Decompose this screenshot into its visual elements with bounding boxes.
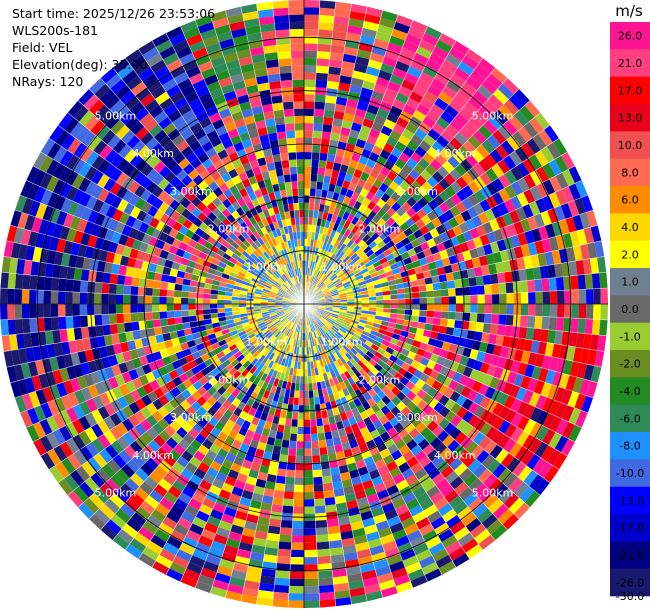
colorbar-tick-label: -21.0	[616, 549, 644, 562]
range-ring-label: 3.00km	[170, 411, 212, 424]
range-ring-label: 1.00km	[321, 336, 363, 349]
colorbar-cell	[610, 104, 650, 132]
colorbar-tick-label: 2.0	[621, 248, 639, 261]
colorbar-cells	[610, 22, 650, 597]
colorbar-tick-label: 6.0	[621, 194, 639, 207]
colorbar-cell	[610, 213, 650, 241]
colorbar-tick-label: 10.0	[618, 139, 643, 152]
range-ring-label: 5.00km	[472, 487, 514, 500]
colorbar-ticks: 26.0 21.0 17.0 13.0 10.0 8.0 6.0 4.0 2.0 1.0 0.0 -1…	[616, 30, 644, 603]
colorbar-cell	[610, 49, 650, 77]
colorbar-tick-label: 26.0	[618, 30, 643, 43]
colorbar-cell	[610, 158, 650, 187]
colorbar-tick-label: 8.0	[621, 166, 639, 179]
colorbar-tick-label: 21.0	[618, 57, 643, 70]
range-ring-label: 4.00km	[132, 147, 174, 160]
field-label: Field: VEL	[12, 40, 73, 55]
colorbar-tick-label: -13.0	[616, 494, 644, 507]
colorbar-cell	[610, 186, 650, 214]
nrays-label: NRays: 120	[12, 74, 84, 89]
colorbar-cell	[610, 486, 650, 515]
range-ring-label: 4.00km	[434, 147, 476, 160]
range-ring-label: 4.00km	[434, 449, 476, 462]
range-ring-label: 5.00km	[472, 109, 514, 122]
colorbar-cell	[610, 377, 650, 405]
colorbar-tick-label: -8.0	[619, 440, 640, 453]
range-ring-label: 1.00km	[246, 336, 288, 349]
colorbar-cell	[610, 295, 650, 323]
colorbar-cell	[610, 514, 650, 542]
range-ring-label: 2.00km	[359, 223, 401, 236]
colorbar-tick-label: -10.0	[616, 467, 644, 480]
colorbar-cell	[610, 432, 650, 460]
range-ring-label: 3.00km	[396, 411, 438, 424]
colorbar-tick-label: 0.0	[621, 303, 639, 316]
range-ring-label: 1.00km	[321, 260, 363, 273]
start-time-label: Start time: 2025/12/26 23:53:06	[12, 6, 216, 21]
colorbar-tick-label: -26.0	[616, 576, 644, 589]
colorbar-tick-label: 17.0	[618, 84, 643, 97]
colorbar-tick-label: 1.0	[621, 276, 639, 289]
colorbar-cell	[610, 131, 650, 159]
colorbar: m/s 26.0 21.0 17.0 13.0 10.0 8.0 6.0 4.0 2.0 1.0 0…	[610, 2, 650, 603]
colorbar-cell	[610, 404, 650, 433]
colorbar-tick-label: -17.0	[616, 522, 644, 535]
colorbar-tick-label: 13.0	[618, 112, 643, 125]
scan-info: Start time: 2025/12/26 23:53:06 WLS200s-…	[12, 5, 215, 90]
colorbar-cell	[610, 76, 650, 105]
velocity-gates	[0, 0, 608, 608]
colorbar-cell	[610, 459, 650, 487]
colorbar-tick-label: -2.0	[619, 358, 640, 371]
range-ring-label: 4.00km	[132, 449, 174, 462]
range-ring-label: 5.00km	[95, 487, 137, 500]
colorbar-cell	[610, 541, 650, 569]
colorbar-cell	[610, 350, 650, 378]
instrument-label: WLS200s-181	[12, 23, 98, 38]
range-ring-label: 3.00km	[396, 185, 438, 198]
elevation-label: Elevation(deg): 35.00	[12, 57, 148, 72]
colorbar-cell	[610, 568, 650, 597]
colorbar-cell	[610, 22, 650, 50]
range-ring-label: 5.00km	[95, 109, 137, 122]
range-ring-label: 1.00km	[246, 260, 288, 273]
colorbar-title: m/s	[615, 2, 643, 20]
colorbar-cell	[610, 322, 650, 351]
colorbar-tick-label: 4.0	[621, 221, 639, 234]
range-ring-labels: 1.00km 1.00km 1.00km 1.00km 2.00km 2.00km 2.00…	[95, 109, 514, 499]
range-ring-label: 2.00km	[208, 373, 250, 386]
range-rings	[0, 0, 608, 608]
colorbar-tick-label: -4.0	[619, 385, 640, 398]
range-ring-label: 3.00km	[170, 185, 212, 198]
colorbar-cell	[610, 268, 650, 296]
range-ring-label: 2.00km	[208, 223, 250, 236]
colorbar-tick-label: -6.0	[619, 412, 640, 425]
colorbar-tick-label: -30.0	[616, 590, 644, 603]
colorbar-cell	[610, 240, 650, 269]
ppi-velocity-plot: 1.00km 1.00km 1.00km 1.00km 2.00km 2.00km 2.00…	[0, 0, 608, 608]
range-ring-label: 2.00km	[359, 373, 401, 386]
colorbar-tick-label: -1.0	[619, 330, 640, 343]
